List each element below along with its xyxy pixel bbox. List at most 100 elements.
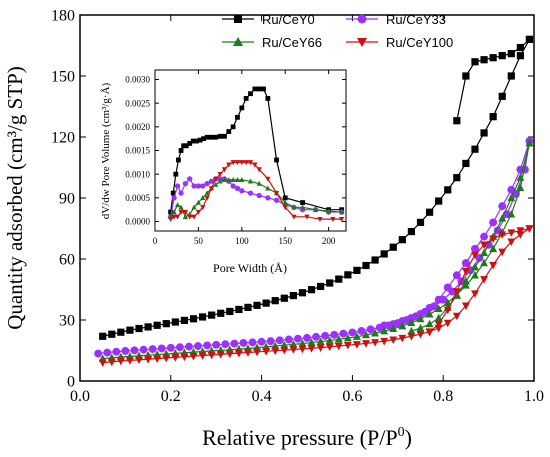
adsorption-ru-cey0-point [471, 145, 479, 153]
inset-ru-cey66-point [217, 178, 223, 184]
adsorption-ru-cey66-point [316, 337, 325, 345]
adsorption-ru-cey100-point [380, 337, 389, 346]
desorption-ru-cey100-point [480, 241, 489, 250]
inset-ru-cey0-point [181, 143, 187, 149]
adsorption-ru-cey33-point [157, 344, 166, 353]
adsorption-ru-cey33-point [230, 339, 239, 348]
desorption-ru-cey0-point [516, 43, 524, 52]
inset-ru-cey66-point [291, 204, 297, 210]
desorption-ru-cey0-point [471, 58, 479, 66]
adsorption-ru-cey66-point [407, 318, 416, 327]
inset-ru-cey0-point [261, 86, 266, 92]
inset-ru-cey0-point [213, 134, 219, 140]
inset-ru-cey66-point [325, 208, 332, 214]
desorption-ru-cey0-point [525, 35, 534, 43]
adsorption-ru-cey100-point [280, 346, 289, 355]
main-y-tick-label: 30 [59, 313, 75, 330]
adsorption-ru-cey100-point [107, 358, 116, 367]
inset-ru-cey66-point [239, 176, 245, 183]
inset-y-tick-label: 0.0015 [125, 146, 150, 156]
adsorption-ru-cey33-point [112, 347, 121, 356]
adsorption-ru-cey0-point [280, 294, 288, 302]
desorption-ru-cey100-point [489, 235, 498, 243]
inset-ru-cey0-point [197, 137, 203, 143]
inset-ru-cey100-point [234, 160, 241, 166]
adsorption-ru-cey0-point [108, 330, 116, 338]
inset-ru-cey0-point [248, 91, 253, 97]
adsorption-ru-cey100-point [244, 349, 252, 357]
legend-label-ru-ceY33: Ru/CeY33 [386, 12, 446, 27]
inset-ru-cey66-point [299, 204, 306, 210]
adsorption-ru-cey33-point [303, 333, 311, 342]
adsorption-ru-cey0-point [307, 286, 316, 294]
inset-ru-cey0-point [239, 105, 245, 111]
adsorption-ru-cey33-point [148, 345, 157, 354]
inset-ru-cey0-point [204, 134, 210, 140]
adsorption-ru-cey33-point [194, 342, 202, 350]
legend-entry-ru-ceY66: Ru/CeY66 [222, 35, 322, 50]
adsorption-ru-cey33-point [339, 329, 348, 338]
adsorption-ru-cey0-point [217, 309, 225, 317]
inset-ru-cey66-point [191, 204, 197, 210]
legend-marker-ru-ceY0 [234, 15, 242, 23]
adsorption-ru-cey100-point [307, 345, 316, 353]
inset-ru-cey33-point [187, 176, 193, 182]
inset-ru-cey33-point [230, 183, 236, 189]
adsorption-ru-cey100-point [407, 333, 416, 341]
inset-ru-cey0-point [265, 96, 271, 101]
adsorption-ru-cey0-point [189, 315, 198, 323]
adsorption-ru-cey66-point [507, 209, 516, 218]
main-x-tick-label: 1.0 [524, 388, 544, 405]
inset-ru-cey33-point [191, 183, 197, 189]
main-x-tick-label: 0.6 [342, 388, 362, 405]
inset-ru-cey100-point [204, 195, 210, 201]
desorption-ru-cey66-point [516, 173, 525, 181]
adsorption-ru-cey0-point [208, 311, 216, 319]
inset-y-tick-label: 0.0010 [125, 169, 150, 179]
adsorption-ru-cey100-point [207, 351, 216, 360]
inset-ru-cey66-point [171, 209, 177, 215]
inset-ru-cey100-point [213, 176, 219, 182]
inset-ru-cey0-point [187, 140, 193, 146]
inset-ru-cey66-point [247, 178, 254, 184]
main-x-tick-label: 0.2 [161, 388, 181, 405]
legend-marker-ru-ceY100 [357, 38, 367, 47]
adsorption-ru-cey33-point [203, 341, 212, 350]
adsorption-ru-cey0-point [289, 292, 297, 300]
adsorption-ru-cey0-point [198, 313, 207, 321]
inset-ru-cey100-point [187, 214, 193, 220]
desorption-ru-cey100-point [425, 328, 434, 337]
adsorption-ru-cey66-point [325, 336, 334, 344]
desorption-ru-cey33-point [398, 317, 407, 325]
main-series-group [94, 35, 534, 368]
inset-ru-cey0-point [190, 138, 196, 144]
desorption-ru-cey33-point [380, 321, 389, 330]
adsorption-ru-cey33-point [130, 346, 139, 355]
adsorption-ru-cey33-point [357, 327, 366, 335]
inset-ru-cey33-point [234, 185, 241, 192]
adsorption-ru-cey100-point [362, 340, 370, 348]
adsorption-ru-cey0-point [262, 299, 270, 307]
main-x-tick-label: 0.4 [252, 388, 272, 405]
inset-x-tick-label: 0 [153, 236, 158, 246]
adsorption-ru-cey100-point [434, 324, 443, 333]
desorption-ru-cey33-point [425, 303, 434, 312]
adsorption-ru-cey33-point [257, 337, 266, 346]
desorption-ru-cey0-point [480, 56, 488, 64]
inset-ru-cey0-point [300, 200, 305, 205]
adsorption-ru-cey100-point [98, 359, 107, 368]
legend-marker-ru-ceY33 [357, 14, 367, 24]
inset-ru-cey0-point [256, 86, 262, 92]
adsorption-ru-cey100-point [298, 345, 307, 354]
desorption-ru-cey100-line [429, 227, 530, 333]
inset-ru-cey100-point [208, 186, 215, 192]
legend: Ru/CeY0 Ru/CeY33 Ru/CeY66 Ru/CeY100 [222, 12, 453, 50]
adsorption-ru-cey0-point [425, 208, 434, 216]
inset-ru-cey0-point [222, 133, 227, 139]
desorption-ru-cey33-point [489, 218, 498, 227]
adsorption-ru-cey100-point [289, 346, 298, 354]
adsorption-ru-cey66-point [416, 314, 425, 323]
inset-ru-cey0-point [170, 190, 176, 196]
inset-x-tick-label: 150 [278, 236, 292, 246]
